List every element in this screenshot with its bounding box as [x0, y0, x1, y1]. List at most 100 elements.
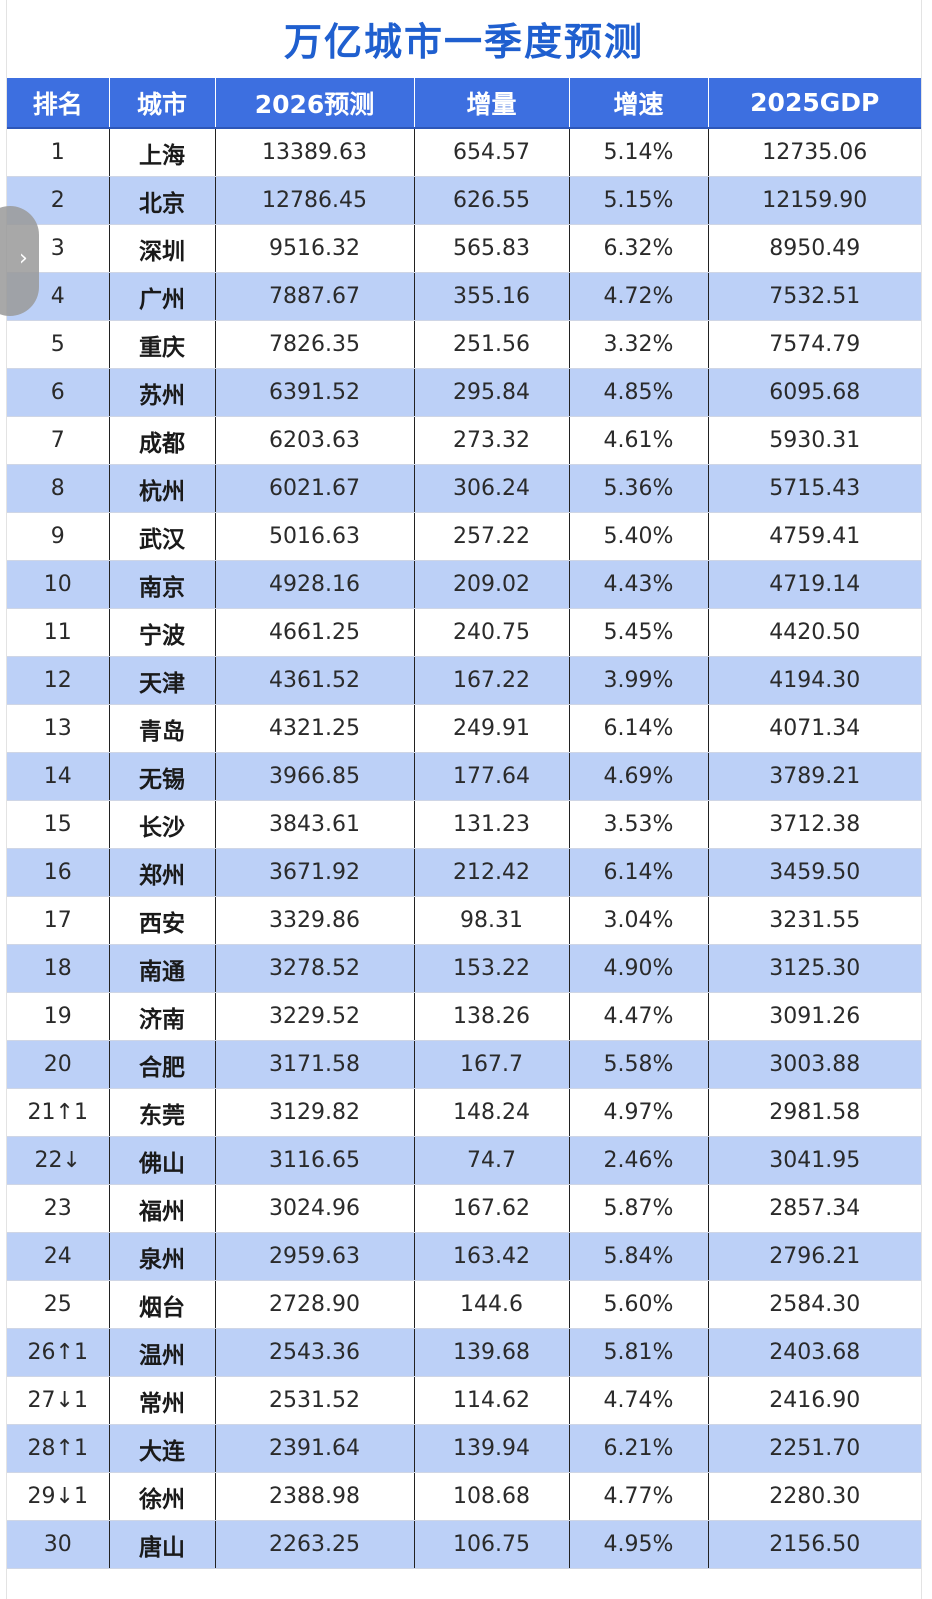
- growth-rate-cell: 5.58%: [569, 1040, 709, 1089]
- city-cell: 常州: [109, 1376, 216, 1425]
- rank-cell: 22↓: [7, 1136, 110, 1185]
- forecast-2026-cell: 5016.63: [215, 512, 415, 561]
- forecast-2026-cell: 2263.25: [215, 1520, 415, 1569]
- growth-rate-cell: 3.99%: [569, 656, 709, 705]
- city-cell: 无锡: [109, 752, 216, 801]
- forecast-2026-cell: 3843.61: [215, 800, 415, 849]
- city-cell: 温州: [109, 1328, 216, 1377]
- rank-number: 3: [50, 236, 65, 261]
- table-row: 8 杭州 6021.67 306.24 5.36% 5715.43: [7, 464, 921, 513]
- rank-cell: 17: [7, 896, 110, 945]
- increment-cell: 355.16: [414, 272, 570, 321]
- increment-cell: 249.91: [414, 704, 570, 753]
- rank-cell: 26↑1: [7, 1328, 110, 1377]
- rank-number: 14: [43, 764, 72, 789]
- increment-cell: 98.31: [414, 896, 570, 945]
- growth-rate-cell: 4.85%: [569, 368, 709, 417]
- increment-cell: 306.24: [414, 464, 570, 513]
- rank-number: 6: [50, 380, 65, 405]
- increment-cell: 209.02: [414, 560, 570, 609]
- rank-cell: 16: [7, 848, 110, 897]
- rank-cell: 24: [7, 1232, 110, 1281]
- forecast-2026-cell: 4361.52: [215, 656, 415, 705]
- increment-cell: 295.84: [414, 368, 570, 417]
- forecast-2026-cell: 9516.32: [215, 224, 415, 273]
- increment-cell: 138.26: [414, 992, 570, 1041]
- gdp-2025-cell: 4194.30: [708, 656, 921, 705]
- rank-number: 20: [43, 1052, 72, 1077]
- gdp-2025-cell: 3125.30: [708, 944, 921, 993]
- rank-cell: 14: [7, 752, 110, 801]
- table-row: 17 西安 3329.86 98.31 3.04% 3231.55: [7, 896, 921, 945]
- increment-cell: 273.32: [414, 416, 570, 465]
- forecast-2026-cell: 13389.63: [215, 128, 415, 177]
- header-forecast-2026: 2026预测: [215, 78, 415, 129]
- rank-number: 13: [43, 716, 72, 741]
- city-cell: 东莞: [109, 1088, 216, 1137]
- city-cell: 苏州: [109, 368, 216, 417]
- rank-number: 4: [50, 284, 65, 309]
- city-cell: 广州: [109, 272, 216, 321]
- city-cell: 南京: [109, 560, 216, 609]
- table-row: 11 宁波 4661.25 240.75 5.45% 4420.50: [7, 608, 921, 657]
- rank-number: 25: [43, 1292, 72, 1317]
- gdp-2025-cell: 2416.90: [708, 1376, 921, 1425]
- forecast-2026-cell: 6203.63: [215, 416, 415, 465]
- rank-cell: 10: [7, 560, 110, 609]
- rank-down-arrow-icon: ↓: [62, 1148, 81, 1173]
- growth-rate-cell: 6.21%: [569, 1424, 709, 1473]
- rank-up-arrow-icon: ↑: [55, 1340, 74, 1365]
- increment-cell: 153.22: [414, 944, 570, 993]
- rank-number: 9: [50, 524, 65, 549]
- rank-number: 8: [50, 476, 65, 501]
- forecast-2026-cell: 12786.45: [215, 176, 415, 225]
- increment-cell: 212.42: [414, 848, 570, 897]
- forecast-2026-cell: 2531.52: [215, 1376, 415, 1425]
- city-cell: 大连: [109, 1424, 216, 1473]
- gdp-2025-cell: 2981.58: [708, 1088, 921, 1137]
- city-cell: 西安: [109, 896, 216, 945]
- header-growth-rate: 增速: [569, 78, 709, 129]
- table-row: 18 南通 3278.52 153.22 4.90% 3125.30: [7, 944, 921, 993]
- rank-number: 7: [50, 428, 65, 453]
- increment-cell: 106.75: [414, 1520, 570, 1569]
- table-row: 24 泉州 2959.63 163.42 5.84% 2796.21: [7, 1232, 921, 1281]
- growth-rate-cell: 5.87%: [569, 1184, 709, 1233]
- growth-rate-cell: 5.45%: [569, 608, 709, 657]
- rank-down-arrow-icon: ↓: [55, 1484, 74, 1509]
- growth-rate-cell: 5.15%: [569, 176, 709, 225]
- side-scroll-handle[interactable]: ›: [0, 206, 39, 316]
- city-cell: 长沙: [109, 800, 216, 849]
- rank-number: 28: [27, 1436, 56, 1461]
- gdp-2025-cell: 3041.95: [708, 1136, 921, 1185]
- city-cell: 宁波: [109, 608, 216, 657]
- table-row: 21↑1 东莞 3129.82 148.24 4.97% 2981.58: [7, 1088, 921, 1137]
- growth-rate-cell: 5.14%: [569, 128, 709, 177]
- rank-up-arrow-icon: ↑: [55, 1436, 74, 1461]
- gdp-2025-cell: 4719.14: [708, 560, 921, 609]
- city-cell: 唐山: [109, 1520, 216, 1569]
- rank-cell: 23: [7, 1184, 110, 1233]
- rank-cell: 5: [7, 320, 110, 369]
- growth-rate-cell: 3.04%: [569, 896, 709, 945]
- table-row: 9 武汉 5016.63 257.22 5.40% 4759.41: [7, 512, 921, 561]
- growth-rate-cell: 4.47%: [569, 992, 709, 1041]
- rank-number: 2: [50, 188, 65, 213]
- gdp-2025-cell: 2796.21: [708, 1232, 921, 1281]
- city-cell: 烟台: [109, 1280, 216, 1329]
- table-row: 13 青岛 4321.25 249.91 6.14% 4071.34: [7, 704, 921, 753]
- forecast-2026-cell: 4928.16: [215, 560, 415, 609]
- rank-number: 19: [43, 1004, 72, 1029]
- city-cell: 济南: [109, 992, 216, 1041]
- rank-cell: 20: [7, 1040, 110, 1089]
- growth-rate-cell: 4.61%: [569, 416, 709, 465]
- increment-cell: 167.62: [414, 1184, 570, 1233]
- city-cell: 泉州: [109, 1232, 216, 1281]
- table-header-row: 排名 城市 2026预测 增量 增速 2025GDP: [7, 78, 921, 129]
- increment-cell: 257.22: [414, 512, 570, 561]
- rank-up-arrow-icon: ↑: [55, 1100, 74, 1125]
- table-row: 27↓1 常州 2531.52 114.62 4.74% 2416.90: [7, 1376, 921, 1425]
- forecast-2026-cell: 2959.63: [215, 1232, 415, 1281]
- rank-cell: 12: [7, 656, 110, 705]
